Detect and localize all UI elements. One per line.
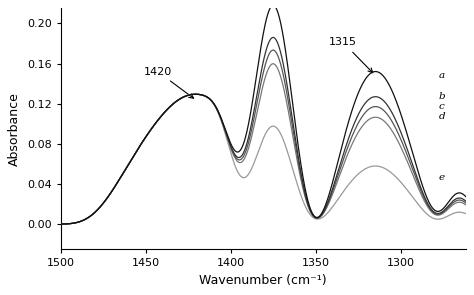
Text: e: e [438, 173, 445, 182]
X-axis label: Wavenumber (cm⁻¹): Wavenumber (cm⁻¹) [200, 274, 327, 287]
Y-axis label: Absorbance: Absorbance [9, 92, 21, 166]
Text: a: a [438, 71, 445, 80]
Text: d: d [438, 112, 445, 121]
Text: b: b [438, 92, 445, 101]
Text: 1315: 1315 [329, 37, 373, 73]
Text: 1420: 1420 [144, 67, 193, 98]
Text: c: c [438, 102, 444, 111]
